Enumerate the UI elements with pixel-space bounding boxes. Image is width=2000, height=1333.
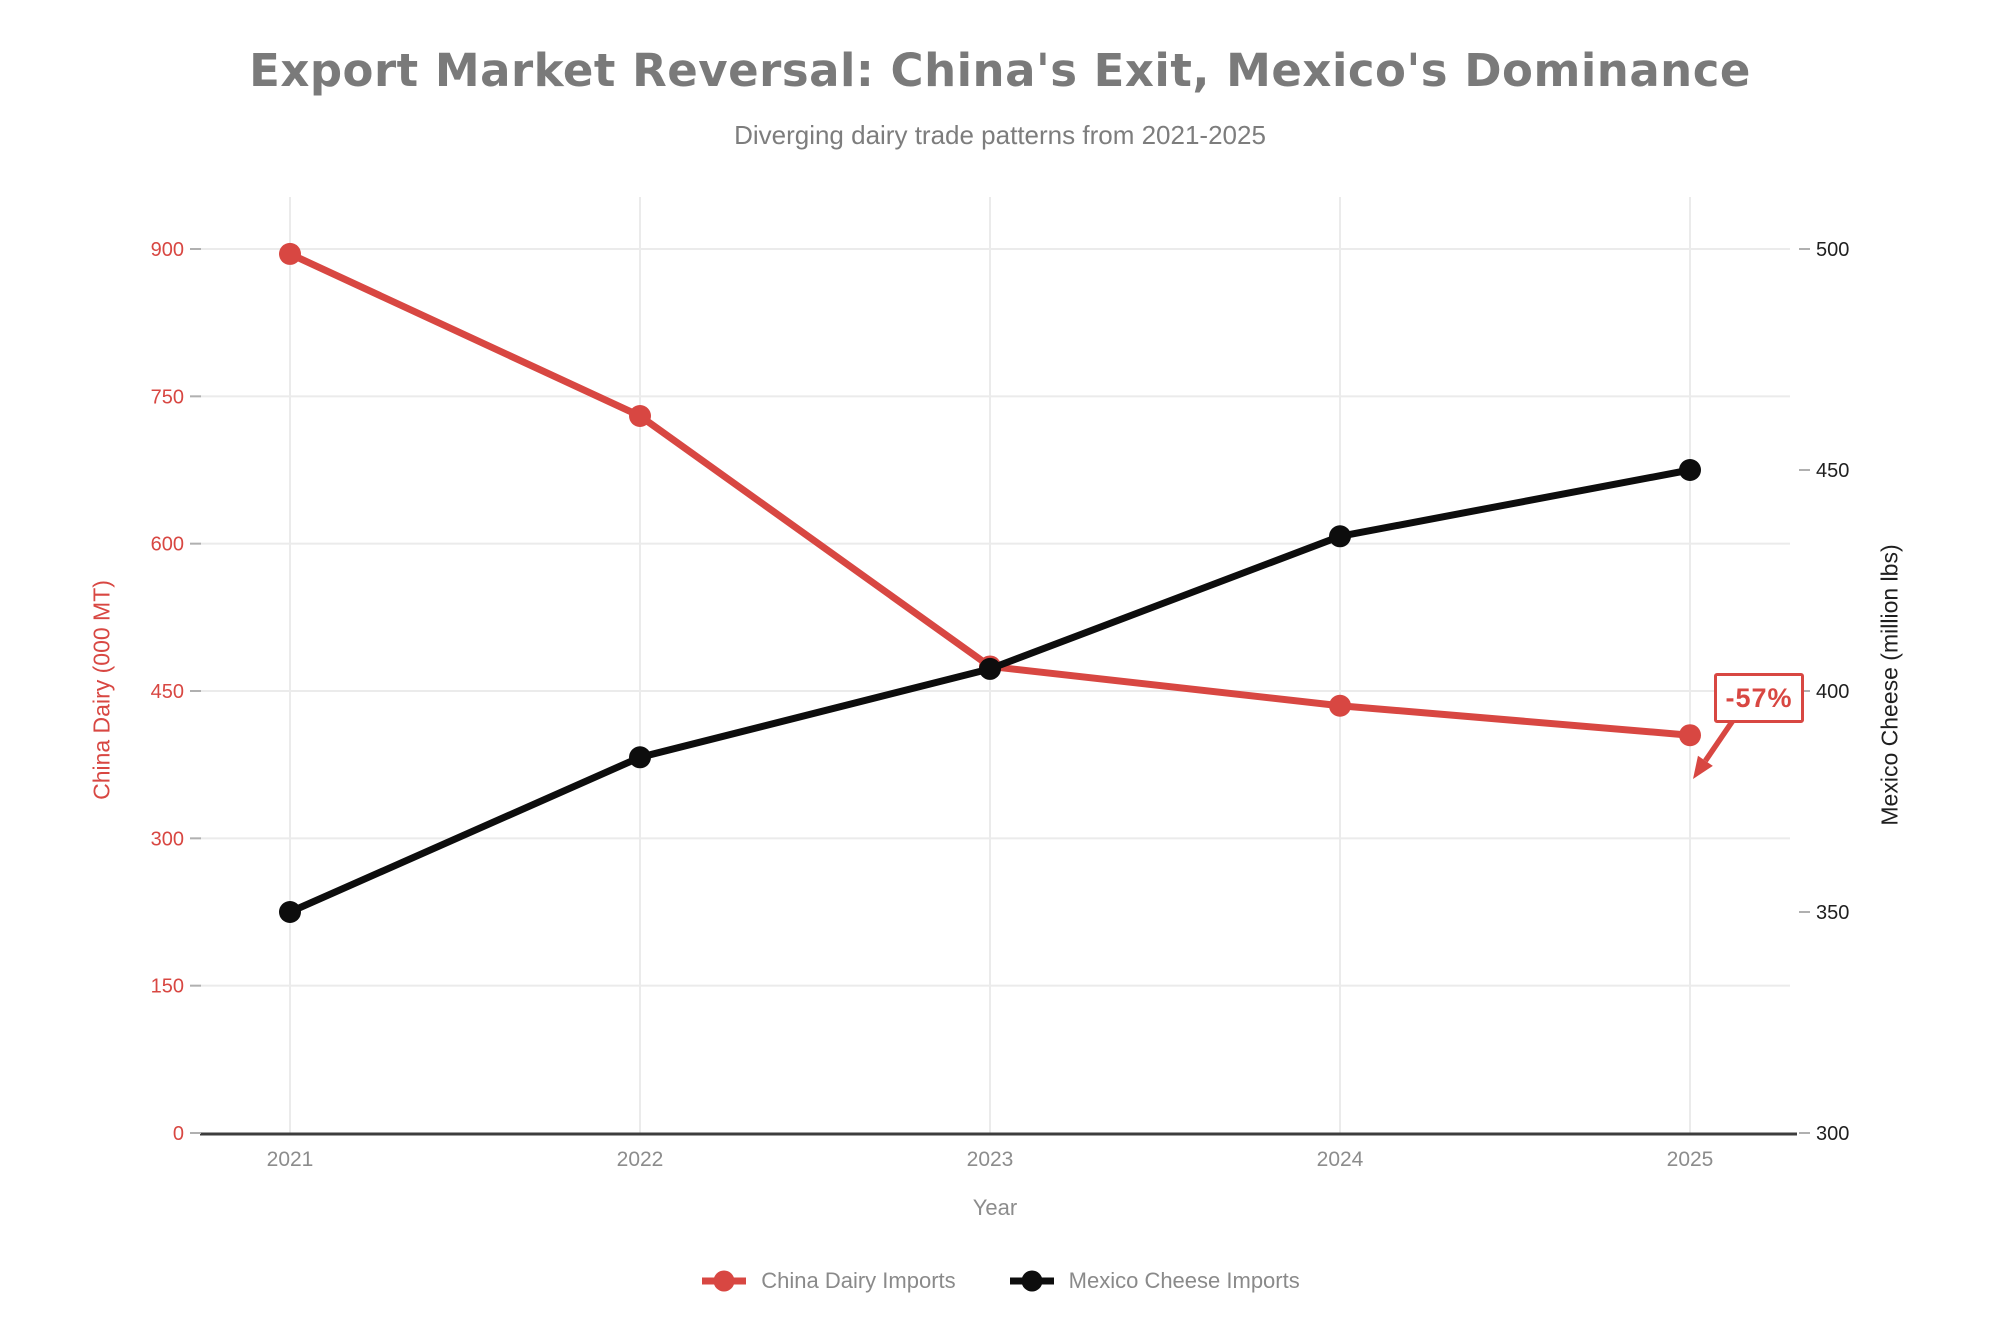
legend-item-china-dairy: China Dairy Imports — [700, 1268, 956, 1294]
left-axis-title: China Dairy (000 MT) — [88, 580, 115, 800]
annotation-badge: -57% — [1714, 673, 1804, 723]
chart-subtitle: Diverging dairy trade patterns from 2021… — [734, 120, 1266, 150]
legend-label-mexico-cheese: Mexico Cheese Imports — [1068, 1268, 1300, 1293]
right-axis-ticks: 300 350 400 450 500 — [1799, 239, 1849, 1145]
svg-text:2023: 2023 — [967, 1148, 1014, 1171]
svg-text:900: 900 — [151, 239, 184, 261]
legend-swatch-china-dairy-icon — [702, 1270, 747, 1292]
x-axis-title: Year — [972, 1195, 1018, 1220]
legend-swatch-mexico-cheese-icon — [1009, 1270, 1054, 1292]
svg-text:2025: 2025 — [1667, 1148, 1714, 1171]
svg-text:0: 0 — [173, 1123, 184, 1145]
annotation-arrow — [1693, 714, 1739, 779]
svg-text:350: 350 — [1816, 902, 1849, 924]
svg-text:500: 500 — [1816, 239, 1849, 261]
svg-text:600: 600 — [151, 534, 184, 556]
legend: China Dairy Imports Mexico Cheese Import… — [0, 1268, 2000, 1294]
svg-text:2022: 2022 — [617, 1148, 664, 1171]
legend-label-china-dairy: China Dairy Imports — [761, 1268, 956, 1293]
svg-text:300: 300 — [151, 828, 184, 850]
svg-text:450: 450 — [151, 681, 184, 703]
svg-text:450: 450 — [1816, 460, 1849, 482]
svg-text:400: 400 — [1816, 681, 1849, 703]
gridlines — [200, 197, 1790, 1133]
chart-title: Export Market Reversal: China's Exit, Me… — [249, 44, 1751, 97]
svg-text:150: 150 — [151, 976, 184, 998]
right-axis-title: Mexico Cheese (million lbs) — [1876, 544, 1903, 826]
svg-text:750: 750 — [151, 386, 184, 408]
left-axis-ticks: 0 150 300 450 600 750 900 — [151, 239, 201, 1145]
svg-text:2024: 2024 — [1317, 1148, 1364, 1171]
svg-text:2021: 2021 — [267, 1148, 314, 1171]
x-tick-labels: 2021 2022 2023 2024 2025 — [267, 1148, 1714, 1171]
series-1-mexico-cheese — [279, 459, 1701, 923]
svg-text:300: 300 — [1816, 1123, 1849, 1145]
legend-item-mexico-cheese: Mexico Cheese Imports — [1008, 1268, 1300, 1294]
